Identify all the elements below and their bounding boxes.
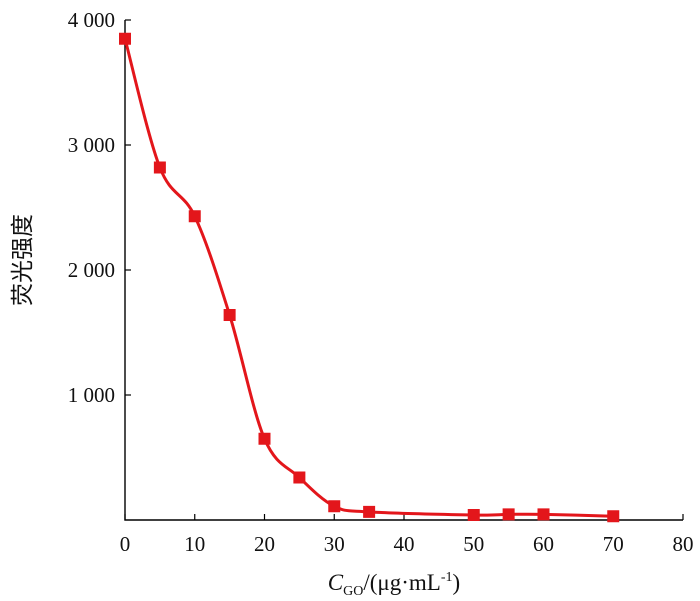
data-point-marker [258,432,271,445]
x-tick-label: 10 [184,532,205,556]
axis-lines [124,20,683,521]
data-point-marker [328,500,341,513]
data-point-marker [467,509,480,521]
x-tick-label: 20 [254,532,275,556]
data-point-marker [188,210,201,223]
data-point-marker [223,309,236,321]
x-tick-label: 50 [463,532,484,556]
data-point-marker [293,471,306,484]
x-axis-title-var: C [328,570,344,595]
x-axis-title-close: ) [453,570,461,595]
y-tick-label: 2 000 [68,258,115,282]
y-axis-title: 荧光强度 [10,214,35,306]
x-tick-label: 80 [673,532,694,556]
y-tick-label: 1 000 [68,383,115,407]
x-axis-title-unit: /(μg·mL [363,570,440,595]
x-tick-label: 0 [120,532,131,556]
data-point-marker [153,161,166,174]
x-axis-title-sup: -1 [441,570,453,585]
y-tick-label: 4 000 [68,8,115,32]
data-point-marker [607,510,620,523]
data-point-marker [502,508,515,521]
x-axis-title: CGO/(μg·mL-1) [328,570,460,599]
data-point-marker [537,508,550,521]
x-tick-label: 60 [533,532,554,556]
data-point-marker [119,32,131,45]
y-tick-label: 3 000 [68,133,115,157]
x-axis-title-sub: GO [343,584,363,599]
series-line [123,38,614,518]
x-tick-label: 70 [603,532,624,556]
data-point-marker [363,505,376,518]
axis-labels: 0 10 20 30 40 50 60 70 80 1 000 2 000 3 000 4 000 荧光强… [10,8,694,599]
x-tick-label: 40 [394,532,415,556]
axes [124,19,684,521]
series-layer [119,32,620,523]
x-tick-label: 30 [324,532,345,556]
